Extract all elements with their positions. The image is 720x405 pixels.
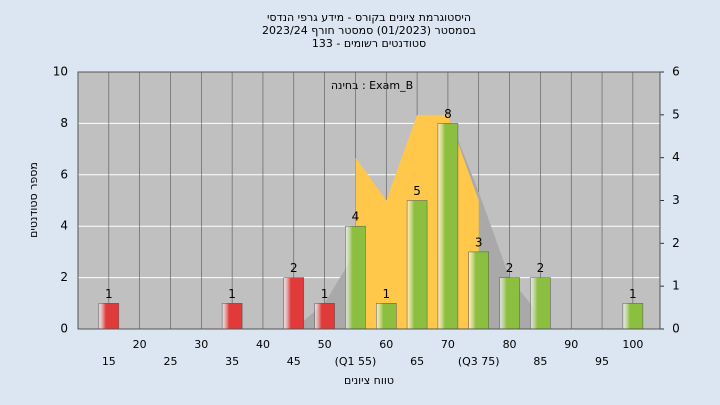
y2-tick-label: 2 — [672, 236, 680, 250]
y-axis-label: מספר סטודנטים — [27, 162, 40, 238]
chart-title: היסטוגרמת ציונים בקורס - מידע גרפי הנדסי — [267, 11, 471, 24]
y-tick-label: 0 — [60, 322, 68, 336]
y-tick-label: 6 — [60, 167, 68, 181]
bar — [406, 200, 428, 330]
bar — [622, 303, 644, 330]
bar — [530, 277, 551, 330]
data-label: 1 — [382, 287, 390, 301]
bar — [437, 123, 459, 330]
data-label: 4 — [352, 210, 360, 224]
data-label: 1 — [321, 287, 329, 301]
data-label: 2 — [290, 261, 298, 275]
x-tick-label: 40 — [256, 338, 270, 351]
data-label: 2 — [537, 261, 545, 275]
x-tick-label: 35 — [225, 355, 239, 368]
x-tick-label: 80 — [503, 338, 517, 351]
bar — [345, 225, 366, 330]
y2-tick-label: 5 — [672, 107, 680, 121]
bar — [468, 251, 489, 330]
bar — [376, 303, 397, 330]
data-label: 1 — [105, 287, 113, 301]
x-tick-label: 20 — [133, 338, 147, 351]
x-tick-label: 65 — [410, 355, 424, 368]
bar — [221, 303, 243, 330]
y2-tick-label: 4 — [672, 150, 680, 164]
x-tick-label: (Q3 75) — [458, 355, 500, 368]
chart-subtitle: בסמסטר (01/2023) סמסטר חורף 2023/24 — [262, 24, 476, 37]
x-tick-label: 95 — [595, 355, 609, 368]
x-tick-label: 50 — [318, 338, 332, 351]
y2-tick-label: 6 — [672, 65, 680, 79]
x-tick-label: 60 — [379, 338, 393, 351]
bar — [314, 303, 335, 330]
data-label: 5 — [413, 184, 421, 198]
data-label: 8 — [444, 107, 452, 121]
chart-subtitle: סטודנטים רשומים - 133 — [312, 37, 426, 50]
x-tick-label: 90 — [564, 338, 578, 351]
plot-border — [77, 71, 661, 330]
x-tick-label: 85 — [533, 355, 547, 368]
data-label: 3 — [475, 235, 483, 249]
y-tick-label: 2 — [60, 270, 68, 284]
y-tick-label: 8 — [60, 116, 68, 130]
annotation: בחינה : Exam_B — [331, 79, 413, 92]
bar — [98, 303, 120, 330]
bar — [499, 277, 520, 330]
y-tick-label: 10 — [53, 65, 68, 79]
bar — [283, 277, 305, 330]
data-label: 1 — [228, 287, 236, 301]
y2-tick-label: 3 — [672, 193, 680, 207]
x-tick-label: 30 — [194, 338, 208, 351]
y2-tick-label: 0 — [672, 322, 680, 336]
x-axis-label: טווח ציונים — [344, 374, 394, 387]
x-tick-label: 25 — [163, 355, 177, 368]
x-tick-label: 100 — [622, 338, 643, 351]
y2-tick-label: 1 — [672, 279, 680, 293]
data-label: 2 — [506, 261, 514, 275]
y-tick-label: 4 — [60, 219, 68, 233]
x-tick-label: (Q1 55) — [335, 355, 377, 368]
x-tick-label: 45 — [287, 355, 301, 368]
data-label: 1 — [629, 287, 637, 301]
x-tick-label: 15 — [102, 355, 116, 368]
x-tick-label: 70 — [441, 338, 455, 351]
